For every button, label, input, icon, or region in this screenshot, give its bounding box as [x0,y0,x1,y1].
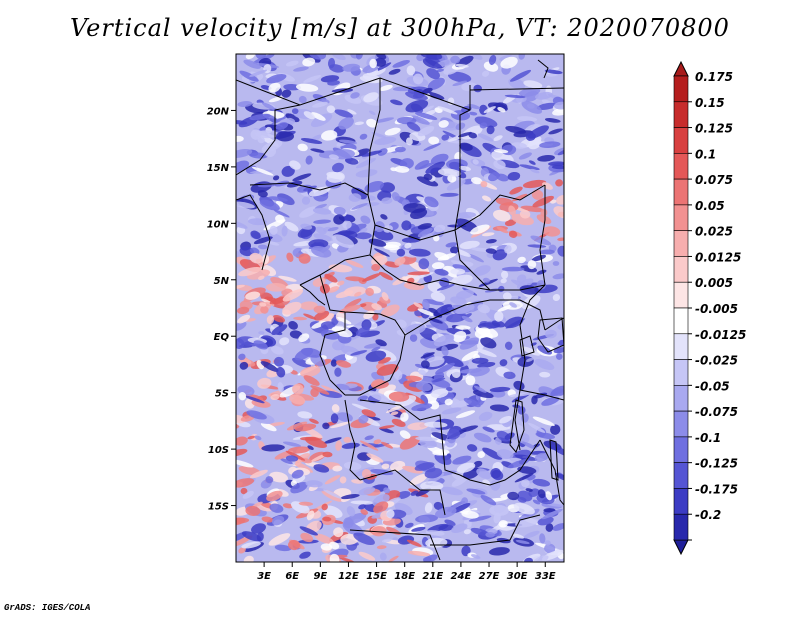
colorbar-swatch [673,513,689,541]
country-borders [236,59,564,561]
lat-tick-label: 15S [208,502,229,513]
colorbar-bottom-arrow [673,539,689,556]
credit-text: GrADS: IGES/COLA [4,603,91,613]
lon-tick-label: 33E [535,571,556,582]
colorbar-label: -0.2 [695,508,721,522]
border-line [319,274,381,315]
colorbar-swatch [673,178,689,206]
colorbar-label: 0.15 [695,96,725,110]
border-line [454,85,471,231]
border-line [454,229,546,291]
lon-tick-label: 27E [479,571,500,582]
border-line [236,77,471,111]
colorbar-swatch [673,204,689,231]
border-line [345,313,406,396]
border-line [344,399,361,481]
lon-tick-label: 9E [313,571,327,582]
border-line [369,254,491,291]
colorbar-label: 0.125 [695,122,733,136]
border-line [349,529,441,561]
colorbar-swatch [673,101,689,128]
colorbar-label: -0.125 [695,457,738,471]
colorbar-top-arrow [673,60,689,77]
colorbar-swatch [673,75,689,103]
colorbar-label: 0.05 [695,199,725,213]
lat-tick-label: 5S [215,389,229,400]
border-line [539,439,564,506]
border-line [544,317,564,331]
border-line [319,312,346,396]
plot-title: Vertical velocity [m/s] at 300hPa, VT: 2… [70,14,730,42]
border-line [469,87,564,91]
colorbar-swatch [673,436,689,463]
colorbar-label: 0.175 [695,70,733,84]
border-line [459,439,541,486]
border-line [236,194,271,271]
border-line [299,194,376,286]
map-frame [235,53,565,563]
lat-tick-label: 10S [208,445,229,456]
lon-tick-label: 3E [257,571,271,582]
colorbar-label: -0.005 [695,302,738,316]
lat-tick-label: EQ [214,332,230,343]
colorbar-swatch [673,281,689,309]
lon-tick-label: 30E [507,571,528,582]
colorbar-swatch [673,307,689,335]
colorbar-swatch [673,385,689,412]
border-line [359,399,461,476]
border-line [367,78,381,196]
coastline [299,284,326,306]
border-line [404,299,546,336]
lake-outline [537,317,564,353]
border-line [236,104,301,176]
colorbar-label: -0.175 [695,482,738,496]
colorbar-swatch [673,127,689,154]
lake-outline [519,335,535,357]
colorbar: 0.175 0.15 0.125 0.1 0.075 0.05 0.025 0.0125 0.0… [673,60,746,556]
lat-tick-label: 20N [207,106,230,117]
colorbar-swatch [673,256,689,283]
coastline [537,59,549,79]
lat-tick-label: 5N [214,276,230,287]
lat-tick-label: 15N [207,163,230,174]
longitude-axis: 3E 6E 9E 12E 15E 18E 21E 24E 27E 30E 33E [257,562,556,582]
border-line [539,185,546,286]
colorbar-label: 0.0125 [695,250,741,264]
colorbar-label: -0.025 [695,354,738,368]
border-line [519,389,564,401]
lake-outline [549,439,559,481]
colorbar-label: 0.025 [695,225,733,239]
colorbar-swatch [673,410,689,438]
border-line [430,514,541,546]
colorbar-label: -0.05 [695,379,730,393]
lake-outline [509,399,525,453]
colorbar-label: 0.075 [695,173,733,187]
colorbar-label: 0.005 [695,276,733,290]
colorbar-label: -0.0125 [695,328,746,342]
colorbar-swatch [673,153,689,180]
colorbar-swatch [673,230,689,257]
colorbar-label: 0.1 [695,147,716,161]
lon-tick-label: 12E [338,571,359,582]
colorbar-swatch [673,488,689,515]
lon-tick-label: 24E [451,571,472,582]
lon-tick-label: 21E [422,571,443,582]
colorbar-swatch [673,462,689,489]
lon-tick-label: 15E [366,571,387,582]
colorbar-label: -0.075 [695,405,738,419]
latitude-axis: 20N 15N 10N 5N EQ 5S 10S 15S [207,106,236,513]
colorbar-swatch [673,359,689,386]
border-line [359,469,446,516]
border-line [249,182,369,196]
lon-tick-label: 18E [394,571,415,582]
colorbar-label: -0.1 [695,431,721,445]
border-line [514,284,546,451]
velocity-field [236,54,564,562]
border-line [374,184,546,241]
lon-tick-label: 6E [285,571,299,582]
lat-tick-label: 10N [207,219,230,230]
colorbar-swatch [673,333,689,360]
